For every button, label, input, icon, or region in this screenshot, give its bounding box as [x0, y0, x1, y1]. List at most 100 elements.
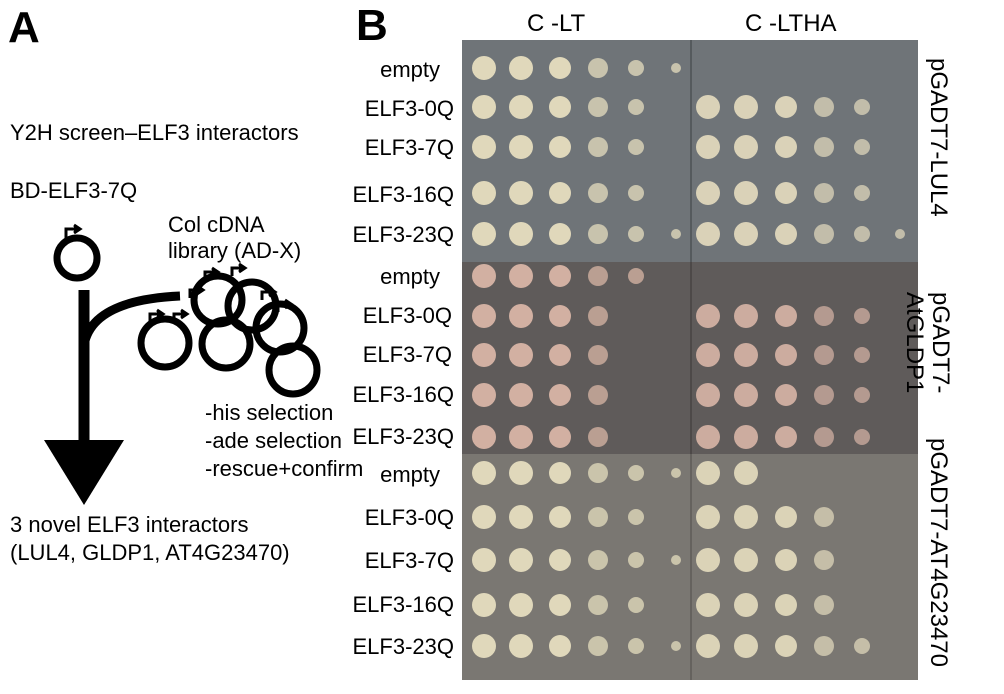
row-label-empty: empty — [380, 462, 440, 487]
colony-spot — [509, 505, 533, 529]
colony-spot — [854, 638, 870, 654]
step-ade: -ade selection — [205, 428, 342, 453]
colony-spot — [696, 383, 720, 407]
row-label-elf3-23q: ELF3-23Q — [352, 222, 455, 247]
colony-spot — [814, 97, 834, 117]
colony-spot — [696, 343, 720, 367]
colony-spot — [472, 95, 496, 119]
row-label-elf3-16q: ELF3-16Q — [352, 382, 455, 407]
colony-spot — [814, 550, 834, 570]
step-rescue: -rescue+confirm — [205, 456, 364, 481]
colony-spot — [854, 387, 870, 403]
colony-spot — [509, 56, 533, 80]
colony-spot — [588, 183, 608, 203]
colony-spot — [696, 634, 720, 658]
colony-spot — [628, 185, 644, 201]
colony-spot — [775, 136, 797, 158]
bait-plasmid-icon — [53, 234, 101, 282]
colony-spot — [472, 304, 496, 328]
colony-spot — [509, 593, 533, 617]
colony-spot — [549, 265, 571, 287]
colony-spot — [775, 96, 797, 118]
colony-spot — [549, 426, 571, 448]
colony-spot — [588, 306, 608, 326]
colony-spot — [588, 97, 608, 117]
colony-spot — [549, 506, 571, 528]
colony-spot — [671, 555, 681, 565]
bait-label: BD-ELF3-7Q — [10, 178, 138, 203]
colony-spot — [854, 347, 870, 363]
colony-spot — [472, 461, 496, 485]
plate-block-gldp1 — [462, 262, 918, 454]
colony-spot — [509, 222, 533, 246]
colony-spot — [509, 461, 533, 485]
colony-spot — [775, 635, 797, 657]
row-label-elf3-23q: ELF3-23Q — [352, 424, 455, 449]
colony-spot — [628, 465, 644, 481]
colony-spot — [628, 638, 644, 654]
colony-spot — [854, 139, 870, 155]
row-label-elf3-7q: ELF3-7Q — [364, 135, 454, 160]
colony-spot — [775, 384, 797, 406]
colony-spot — [549, 549, 571, 571]
colony-spot — [509, 264, 533, 288]
colony-spot — [854, 429, 870, 445]
colony-spot — [628, 509, 644, 525]
colony-spot — [696, 304, 720, 328]
colony-spot — [814, 306, 834, 326]
media-header-ltha: C -LTHA — [745, 10, 837, 37]
colony-spot — [696, 181, 720, 205]
colony-spot — [734, 634, 758, 658]
colony-spot — [696, 425, 720, 449]
colony-spot — [509, 548, 533, 572]
colony-spot — [509, 634, 533, 658]
colony-spot — [588, 427, 608, 447]
colony-spot — [588, 266, 608, 286]
library-promoter-arrows-icon — [148, 262, 294, 322]
colony-spot — [696, 95, 720, 119]
colony-spot — [472, 425, 496, 449]
row-label-elf3-0q: ELF3-0Q — [364, 96, 454, 121]
colony-spot — [588, 636, 608, 656]
colony-spot — [734, 548, 758, 572]
colony-spot — [814, 224, 834, 244]
step-his: -his selection — [205, 400, 334, 425]
colony-spot — [588, 550, 608, 570]
screen-title: Y2H screen–ELF3 interactors — [10, 120, 299, 145]
colony-spot — [734, 222, 758, 246]
colony-spot — [854, 226, 870, 242]
colony-spot — [734, 135, 758, 159]
colony-spot — [549, 462, 571, 484]
colony-spot — [472, 264, 496, 288]
colony-spot — [775, 594, 797, 616]
colony-spot — [854, 99, 870, 115]
result-line-1: 3 novel ELF3 interactors — [10, 512, 249, 537]
bait-promoter-arrow-icon — [64, 223, 83, 240]
colony-spot — [549, 136, 571, 158]
colony-spot — [509, 135, 533, 159]
colony-spot — [775, 506, 797, 528]
plate-block-lul4 — [462, 40, 918, 262]
colony-spot — [854, 185, 870, 201]
colony-spot — [628, 226, 644, 242]
colony-spot — [671, 641, 681, 651]
colony-spot — [549, 96, 571, 118]
row-label-elf3-0q: ELF3-0Q — [362, 303, 452, 328]
colony-spot — [549, 57, 571, 79]
colony-spot — [549, 223, 571, 245]
colony-spot — [696, 593, 720, 617]
colony-spot — [472, 548, 496, 572]
row-label-empty: empty — [380, 57, 440, 82]
colony-spot — [775, 344, 797, 366]
prey-label-lul4: pGADT7-LUL4 — [925, 58, 952, 217]
colony-spot — [472, 222, 496, 246]
colony-spot — [472, 593, 496, 617]
colony-spot — [588, 224, 608, 244]
prey-label-gldp1-line2: AtGLDP1 — [901, 292, 928, 394]
row-label-elf3-16q: ELF3-16Q — [352, 182, 455, 207]
colony-spot — [775, 182, 797, 204]
media-header-lt: C -LT — [527, 10, 586, 37]
colony-spot — [509, 95, 533, 119]
plate-block-at4g23470 — [462, 454, 918, 680]
colony-spot — [549, 384, 571, 406]
